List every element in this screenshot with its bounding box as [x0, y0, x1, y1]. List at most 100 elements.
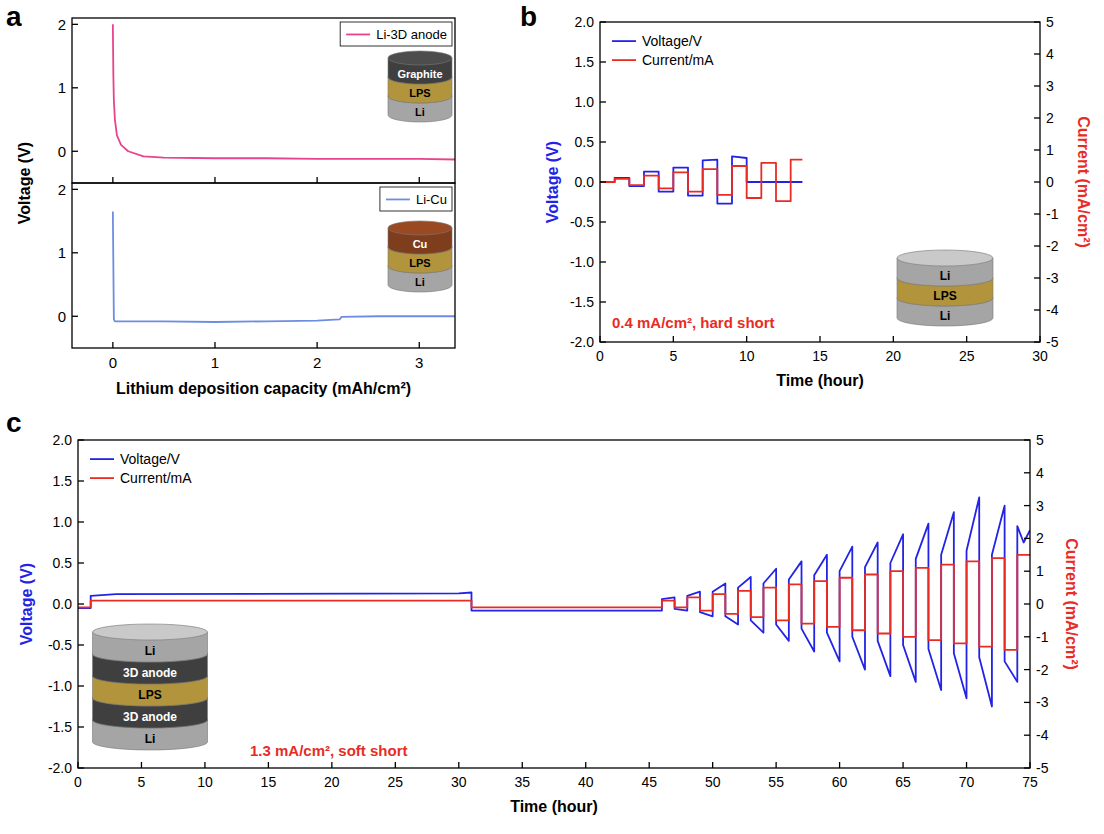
- y2-tick-label: 4: [1036, 465, 1044, 481]
- y2-tick: [1024, 538, 1030, 539]
- inset-label: Li: [940, 269, 951, 283]
- y2-tick-label: 0: [1046, 174, 1054, 190]
- inset-label: Li: [145, 732, 156, 746]
- x-tick-label: 15: [261, 774, 277, 790]
- inset-layer-top: [897, 250, 993, 266]
- inset-diagram: CuLPSLi: [388, 221, 452, 292]
- y-tick: [78, 521, 84, 522]
- y2-tick-label: -3: [1046, 270, 1059, 286]
- y-tick-label: -1.5: [570, 294, 594, 310]
- y-tick: [600, 261, 606, 262]
- y2-tick-label: -4: [1046, 302, 1059, 318]
- inset-layer-top: [93, 624, 208, 640]
- y2-tick-label: 2: [1036, 530, 1044, 546]
- panel-letter: a: [6, 1, 22, 32]
- inset-diagram: Li3D anodeLPS3D anodeLi: [93, 624, 208, 750]
- series-line: [113, 212, 455, 322]
- y-tick: [600, 181, 606, 182]
- plot-area: [113, 212, 455, 322]
- x-tick-label: 0: [596, 348, 604, 364]
- inset-label: Cu: [413, 238, 428, 250]
- y2-tick: [1024, 439, 1030, 440]
- legend-swatch: [612, 40, 636, 42]
- panel-letter: b: [520, 1, 537, 32]
- x-tick-label: 5: [669, 348, 677, 364]
- y2-tick: [1034, 277, 1040, 278]
- y-tick: [78, 644, 84, 645]
- y-tick-label: 0.5: [575, 134, 595, 150]
- x-tick-label: 15: [812, 348, 828, 364]
- y-tick: [78, 603, 84, 604]
- y-tick-label: 2.0: [53, 432, 73, 448]
- inset-label: 3D anode: [123, 710, 177, 724]
- y-tick-label: 1.0: [575, 94, 595, 110]
- plot-frame: [600, 22, 1040, 342]
- y-tick: [600, 301, 606, 302]
- y2-tick-label: -3: [1036, 694, 1049, 710]
- y-tick: [600, 141, 606, 142]
- y2-tick: [1034, 21, 1040, 22]
- y2-tick-label: 0: [1036, 596, 1044, 612]
- y-axis-title: Voltage (V): [544, 141, 561, 223]
- y-tick: [72, 252, 78, 253]
- x-tick: [712, 762, 713, 768]
- y2-tick: [1034, 213, 1040, 214]
- x-tick: [1029, 762, 1030, 768]
- y2-axis-title: Current (mA/cm²): [1063, 538, 1080, 670]
- x-tick-label: 20: [886, 348, 902, 364]
- y-tick: [600, 61, 606, 62]
- y-tick-label: -0.5: [48, 637, 72, 653]
- y2-tick: [1034, 181, 1040, 182]
- legend: Li-3D anode: [340, 22, 452, 46]
- x-tick: [214, 342, 215, 348]
- y2-tick-label: -4: [1036, 727, 1049, 743]
- y-tick-label: -1.5: [48, 719, 72, 735]
- y2-tick: [1024, 767, 1030, 768]
- y2-tick-label: -5: [1046, 334, 1059, 350]
- x-tick-label: 40: [578, 774, 594, 790]
- y2-tick-label: 3: [1036, 498, 1044, 514]
- plot-frame: [72, 18, 455, 183]
- inset-label: Li: [415, 276, 425, 288]
- legend: Voltage/VCurrent/mA: [90, 451, 192, 486]
- y2-tick: [1034, 149, 1040, 150]
- x-tick: [522, 762, 523, 768]
- y-tick: [600, 221, 606, 222]
- inset-label: Li: [145, 644, 156, 658]
- x-tick-label: 20: [324, 774, 340, 790]
- y2-tick-label: 5: [1036, 432, 1044, 448]
- y2-tick: [1024, 636, 1030, 637]
- y-axis-title: Voltage (V): [16, 142, 33, 224]
- y-tick: [600, 101, 606, 102]
- x-tick-label: 60: [832, 774, 848, 790]
- inset-diagram: LiLPSLi: [897, 250, 993, 326]
- y2-tick-label: 1: [1046, 142, 1054, 158]
- y-tick-label: 0.0: [53, 596, 73, 612]
- x-tick-label: 0: [74, 774, 82, 790]
- x-tick: [112, 342, 113, 348]
- x-tick-label: 30: [451, 774, 467, 790]
- y2-tick: [1034, 245, 1040, 246]
- series-line: [78, 555, 1030, 650]
- x-tick-label: 50: [705, 774, 721, 790]
- y-tick-label: 1.5: [53, 473, 73, 489]
- y2-tick: [1024, 571, 1030, 572]
- plot-frame: [78, 440, 1030, 768]
- x-tick: [746, 336, 747, 342]
- y-tick-label: 1: [58, 79, 66, 96]
- y-tick: [78, 767, 84, 768]
- legend-swatch: [90, 477, 114, 479]
- y2-tick: [1034, 53, 1040, 54]
- y2-tick-label: 2: [1046, 110, 1054, 126]
- y-tick-label: 2: [58, 16, 66, 33]
- plot-area: [78, 497, 1030, 706]
- x-tick-label: 10: [197, 774, 213, 790]
- x-axis-title: Time (hour): [510, 798, 598, 815]
- legend-label: Current/mA: [642, 52, 714, 68]
- y-tick-label: 0.0: [575, 174, 595, 190]
- x-axis-title: Time (hour): [776, 372, 864, 389]
- y-tick: [600, 341, 606, 342]
- y2-tick: [1024, 702, 1030, 703]
- x-tick: [585, 762, 586, 768]
- x-tick-label: 25: [959, 348, 975, 364]
